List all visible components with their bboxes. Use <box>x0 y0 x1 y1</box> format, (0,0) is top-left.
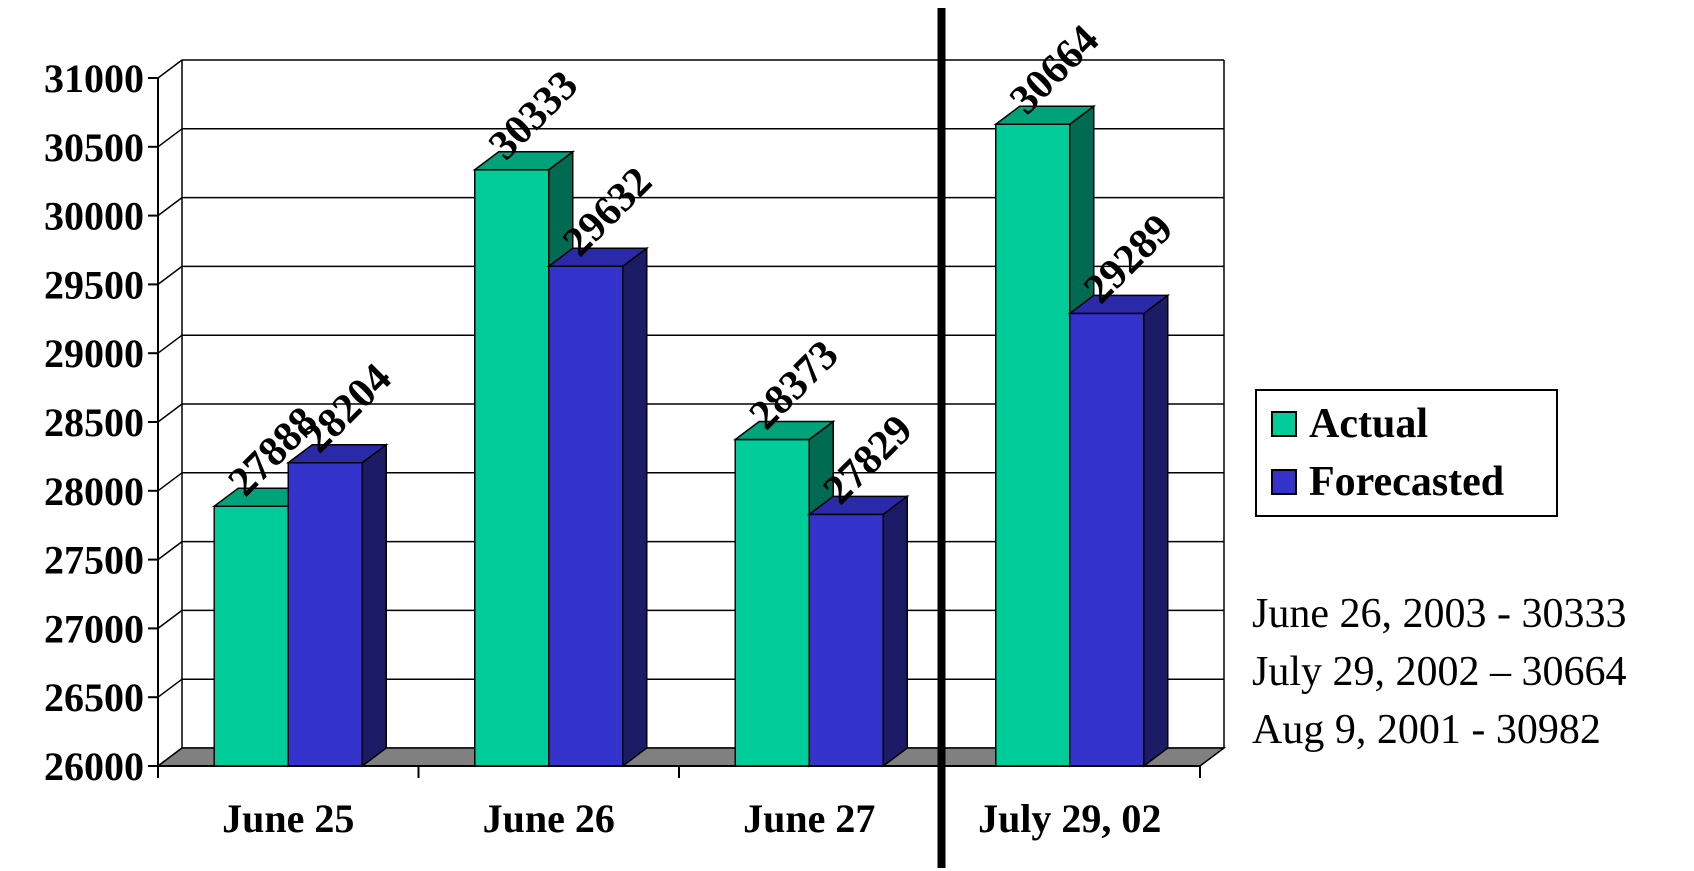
y-tick-label: 27500 <box>44 538 144 583</box>
legend: Actual Forecasted <box>1255 389 1558 517</box>
gridline-depth <box>157 540 183 561</box>
bar-forecasted-side <box>361 443 387 768</box>
x-tick-label: July 29, 02 <box>978 796 1161 841</box>
bar-forecasted-front <box>287 461 363 767</box>
note-line: June 26, 2003 - 30333 <box>1252 591 1627 637</box>
legend-item-actual: Actual <box>1271 399 1428 449</box>
legend-swatch-forecasted <box>1271 469 1297 495</box>
divider-line <box>937 8 946 868</box>
bar-forecasted-front <box>548 265 624 767</box>
bar-actual-front <box>734 438 810 767</box>
x-tick-label: June 27 <box>743 796 875 841</box>
gridline-depth <box>157 334 183 354</box>
gridline-depth <box>157 197 183 217</box>
bar-forecasted-top <box>286 443 389 464</box>
gridline-depth <box>157 678 183 698</box>
gridline-depth <box>157 403 183 423</box>
y-tick-label: 30000 <box>44 194 144 239</box>
gridline-depth <box>157 472 183 492</box>
gridline-depth <box>157 609 183 630</box>
bar-actual-top <box>472 151 575 171</box>
bar-actual-front <box>995 123 1071 767</box>
bar-actual-top <box>733 420 836 441</box>
y-tick-label: 26000 <box>44 744 144 789</box>
legend-label-forecasted: Forecasted <box>1309 459 1505 505</box>
note-line: Aug 9, 2001 - 30982 <box>1252 707 1601 753</box>
y-tick-label: 28500 <box>44 400 144 445</box>
x-tick-label: June 25 <box>222 796 354 841</box>
y-tick-label: 31000 <box>44 56 144 101</box>
notes-block: June 26, 2003 - 30333 July 29, 2002 – 30… <box>1252 585 1627 759</box>
gridline-depth <box>157 59 183 79</box>
bar-actual-front <box>213 505 289 767</box>
y-tick-label: 28000 <box>44 469 144 514</box>
bar-forecasted-side <box>882 494 908 768</box>
bar-actual-top <box>993 105 1096 125</box>
gridline-depth <box>157 265 183 285</box>
bar-forecasted-front <box>1069 312 1145 767</box>
y-tick-label: 27000 <box>44 606 144 651</box>
bar-forecasted-top <box>546 247 650 267</box>
y-tick-label: 30500 <box>44 125 144 170</box>
legend-label-actual: Actual <box>1309 401 1428 447</box>
legend-swatch-actual <box>1271 411 1297 437</box>
y-tick-label: 26500 <box>44 675 144 720</box>
y-tick-label: 29000 <box>44 331 144 376</box>
bar-forecasted-top <box>1067 294 1170 315</box>
y-tick-label: 29500 <box>44 262 144 307</box>
x-tick-label: June 26 <box>483 796 615 841</box>
note-line: July 29, 2002 – 30664 <box>1252 649 1627 695</box>
bar-forecasted-front <box>808 513 884 767</box>
gridline-depth <box>157 128 183 148</box>
bar-forecasted-top <box>807 495 910 516</box>
bar-forecasted-side <box>1143 293 1169 768</box>
legend-item-forecasted: Forecasted <box>1271 457 1504 507</box>
bar-actual-front <box>474 169 550 767</box>
bar-forecasted-side <box>622 246 648 768</box>
